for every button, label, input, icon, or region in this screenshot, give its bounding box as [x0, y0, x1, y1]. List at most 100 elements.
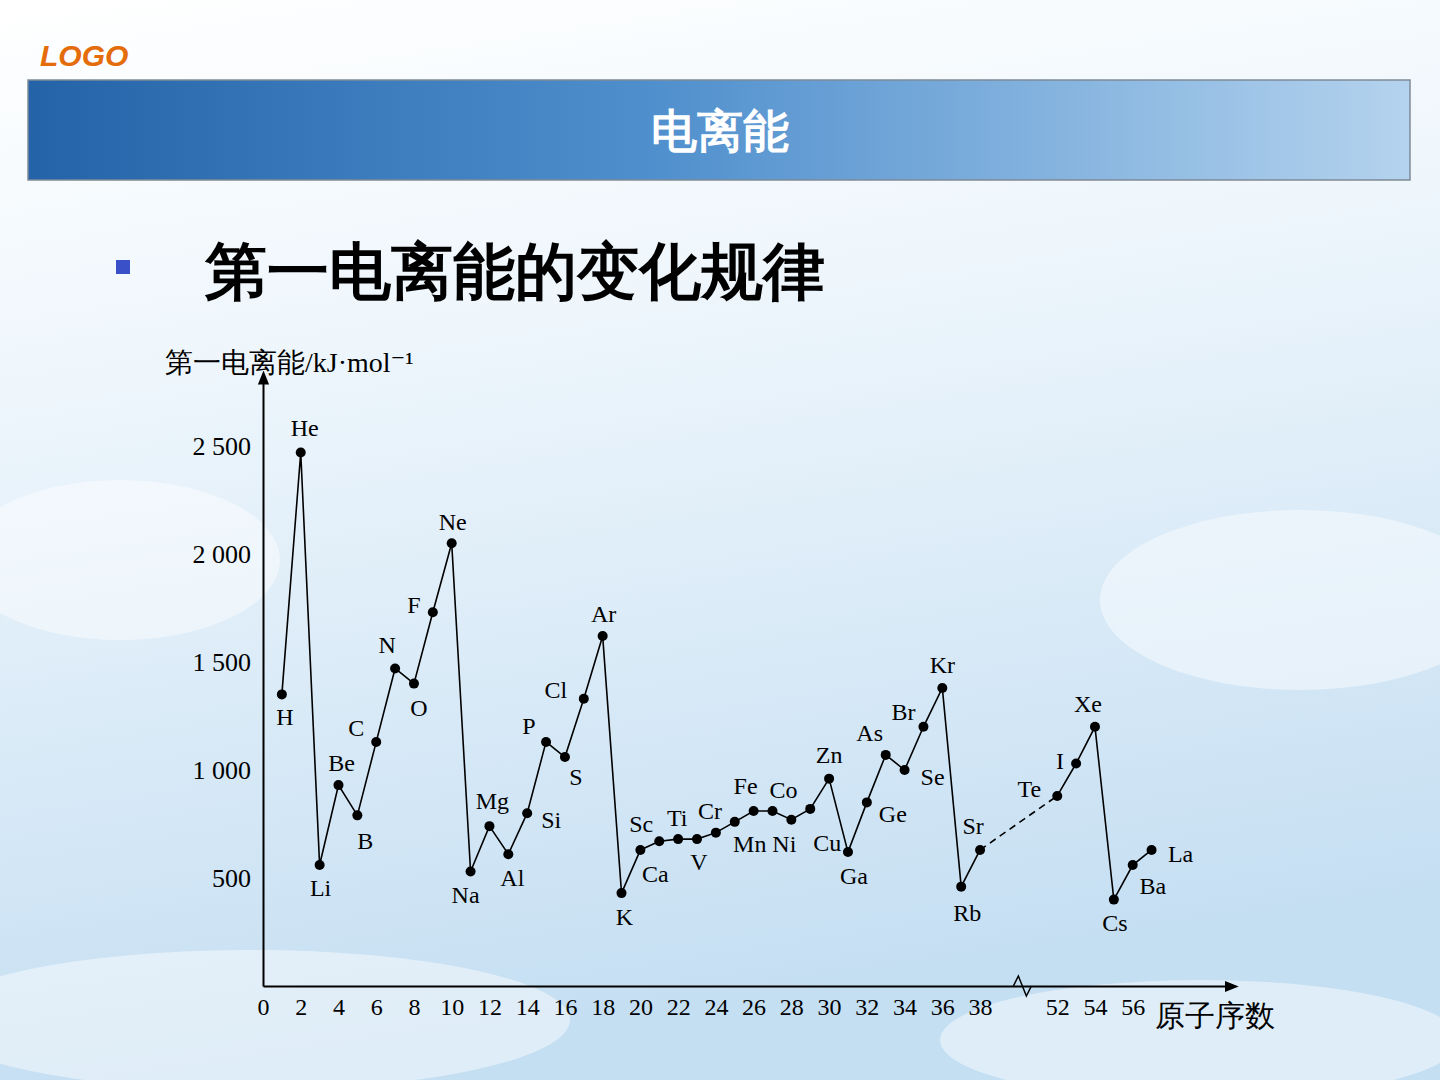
point-label: Fe	[734, 773, 758, 799]
data-point	[541, 737, 551, 747]
point-label: Cl	[544, 677, 567, 703]
data-point	[711, 828, 721, 838]
data-point	[900, 765, 910, 775]
point-label: Ti	[667, 805, 688, 831]
x-tick: 8	[408, 986, 420, 1020]
x-tick: 12	[478, 986, 502, 1020]
data-point	[881, 750, 891, 760]
slide-canvas: LOGO电离能第一电离能的变化规律02468101214161820222426…	[0, 0, 1440, 1080]
cloud	[1100, 510, 1440, 690]
point-label: Sr	[962, 813, 983, 839]
x-tick: 4	[333, 986, 345, 1020]
x-tick-label: 36	[931, 994, 955, 1020]
y-axis-line	[263, 382, 265, 987]
data-point	[786, 815, 796, 825]
x-tick: 56	[1121, 986, 1145, 1020]
y-tick-label: 1 500	[193, 648, 252, 677]
x-tick-label: 18	[591, 994, 615, 1020]
point-label: Ge	[879, 801, 907, 827]
data-point	[1090, 722, 1100, 732]
y-axis: 500 1 000 1 500 2 000 2 500	[193, 382, 264, 987]
data-point	[956, 882, 966, 892]
x-tick-label: 22	[667, 994, 691, 1020]
x-tick: 34	[893, 986, 917, 1020]
data-point	[1071, 759, 1081, 769]
data-point	[617, 888, 627, 898]
data-line	[282, 452, 1152, 899]
x-tick: 0	[258, 986, 270, 1020]
point-label: Rb	[953, 900, 981, 926]
point-label: Na	[452, 882, 480, 908]
header-bar	[28, 80, 1410, 180]
data-point	[466, 867, 476, 877]
point-label: Li	[310, 875, 332, 901]
point-label: La	[1168, 841, 1194, 867]
x-tick: 2	[295, 986, 307, 1020]
x-tick-label: 2	[295, 994, 307, 1020]
x-tick-label: 52	[1046, 994, 1070, 1020]
y-tick: 1 500	[193, 648, 264, 677]
x-tick-label: 0	[258, 994, 270, 1020]
bullet-text: 第一电离能的变化规律	[204, 238, 825, 306]
data-point	[749, 806, 759, 816]
x-tick: 10	[440, 986, 464, 1020]
data-point	[560, 752, 570, 762]
y-tick-label: 1 000	[193, 756, 252, 785]
x-tick-label: 20	[629, 994, 653, 1020]
point-label: Ga	[840, 863, 868, 889]
data-point	[918, 722, 928, 732]
y-tick-label: 500	[212, 864, 251, 893]
x-tick: 20	[629, 986, 653, 1020]
x-tick: 38	[969, 986, 993, 1020]
x-tick: 26	[742, 986, 766, 1020]
point-label: Te	[1017, 776, 1041, 802]
plot-area	[277, 447, 1157, 904]
y-tick: 500	[212, 864, 263, 893]
break-connector	[980, 796, 1057, 850]
point-label: O	[410, 695, 427, 721]
point-label: As	[856, 720, 883, 746]
point-label: Cr	[698, 798, 722, 824]
point-label: B	[357, 828, 373, 854]
x-tick: 6	[371, 986, 383, 1020]
data-point	[1147, 845, 1157, 855]
point-label: Sc	[629, 811, 653, 837]
point-label: Mn	[733, 831, 766, 857]
point-label: Cs	[1102, 910, 1127, 936]
header-title: 电离能	[651, 105, 789, 157]
x-axis-line	[264, 986, 1228, 988]
point-label: Cu	[813, 830, 841, 856]
point-label: H	[276, 704, 293, 730]
data-point	[937, 683, 947, 693]
point-label: Mg	[476, 788, 509, 814]
data-point	[975, 845, 985, 855]
y-axis-title: 第一电离能/kJ·mol⁻¹	[165, 347, 414, 378]
x-tick-label: 10	[440, 994, 464, 1020]
point-label: Co	[769, 777, 797, 803]
x-tick-label: 14	[516, 994, 540, 1020]
axis-break	[1013, 976, 1031, 996]
data-point	[503, 849, 513, 859]
data-point	[315, 860, 325, 870]
data-point	[824, 774, 834, 784]
point-label: Zn	[816, 742, 843, 768]
data-point	[447, 538, 457, 548]
y-tick-label: 2 000	[193, 540, 252, 569]
cloud	[0, 950, 570, 1080]
x-tick-label: 56	[1121, 994, 1145, 1020]
point-label: K	[616, 904, 634, 930]
point-label: Se	[921, 764, 945, 790]
x-tick: 24	[704, 986, 728, 1020]
x-axis: 0246810121416182022242628303234363852545…	[258, 986, 1228, 1020]
x-tick: 18	[591, 986, 615, 1020]
point-label: I	[1056, 748, 1064, 774]
cloud	[940, 980, 1440, 1080]
x-tick-label: 30	[818, 994, 842, 1020]
x-tick-label: 32	[855, 994, 879, 1020]
data-point	[673, 834, 683, 844]
x-tick: 52	[1046, 986, 1070, 1020]
data-point	[390, 663, 400, 673]
x-tick-label: 6	[371, 994, 383, 1020]
point-label: Ar	[591, 601, 616, 627]
y-tick-label: 2 500	[193, 432, 252, 461]
